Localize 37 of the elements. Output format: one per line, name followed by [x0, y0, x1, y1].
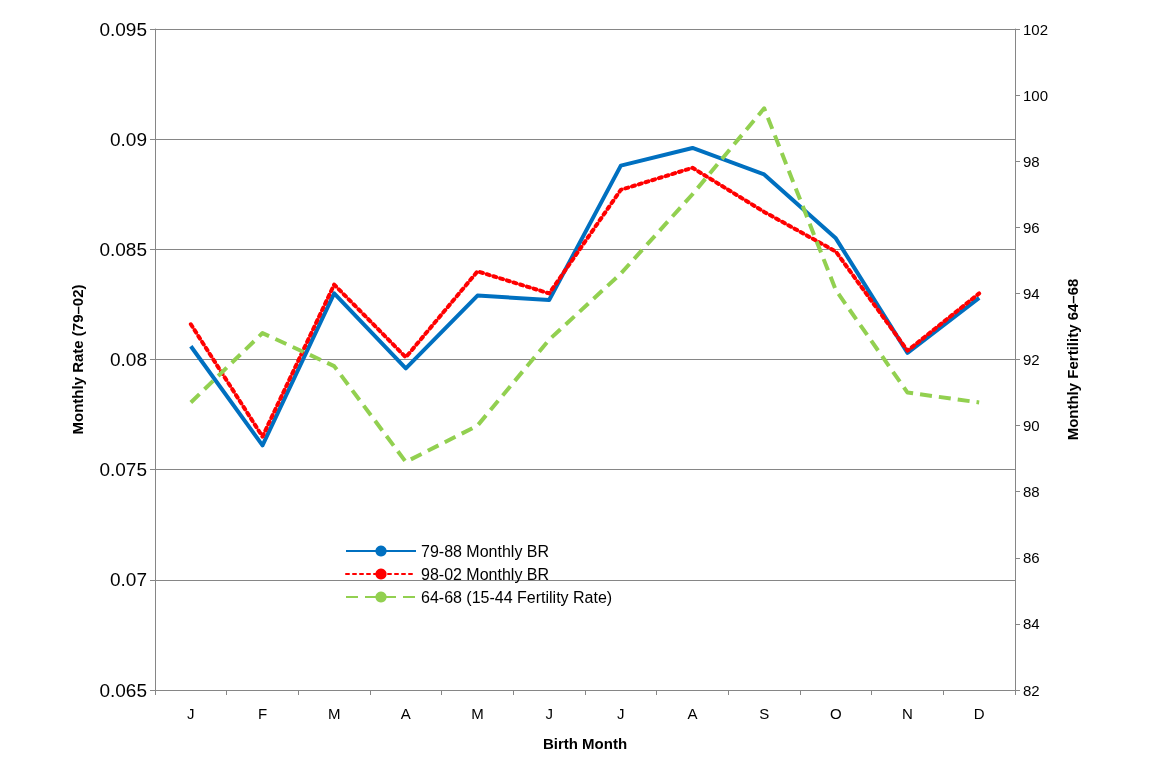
legend-label: 98-02 Monthly BR: [421, 565, 550, 583]
y2-tick-label: 98: [1023, 152, 1040, 170]
x-tick-label: M: [327, 705, 341, 722]
y-tick-label: 0.095: [99, 18, 147, 40]
y2-tick-label: 86: [1023, 549, 1040, 567]
y-tick-label: 0.09: [110, 128, 147, 150]
x-tick-label: M: [471, 705, 484, 722]
y2-tick-label: 90: [1023, 417, 1040, 435]
y-tick-label: 0.07: [110, 569, 147, 591]
y2-tick-label: 84: [1023, 615, 1040, 633]
y2-tick-label: 92: [1023, 351, 1040, 368]
x-tick-label: J: [617, 705, 625, 722]
x-tick-label: N: [902, 705, 913, 722]
y-axis-title: Monthly Rate (79–02): [69, 284, 86, 435]
legend-label: 64-68 (15-44 Fertility Rate): [421, 588, 613, 606]
x-tick-label: A: [400, 705, 411, 722]
y2-tick-label: 100: [1023, 86, 1049, 104]
line-series: [188, 106, 982, 464]
y-tick-label: 0.065: [99, 679, 147, 701]
x-tick-label: F: [257, 705, 268, 722]
x-tick-label: S: [759, 705, 770, 722]
x-tick-label: J: [187, 705, 195, 722]
y2-tick-label: 94: [1023, 284, 1040, 302]
y2-axis-title: Monthly Fertility 64–68: [1064, 278, 1081, 441]
y2-tick-label: 88: [1023, 483, 1040, 501]
y-tick-label: 0.08: [110, 349, 147, 370]
x-axis-title: Birth Month: [542, 735, 628, 752]
y-tick-label: 0.085: [99, 238, 147, 260]
x-tick-label: J: [545, 705, 553, 722]
x-tick-label: D: [973, 705, 985, 722]
x-tick-label: A: [687, 705, 698, 722]
y2-tick-label: 102: [1023, 20, 1049, 38]
y2-tick-label: 82: [1023, 681, 1040, 699]
y-tick-label: 0.075: [99, 459, 147, 481]
x-tick-label: O: [830, 705, 842, 722]
legend-label: 79-88 Monthly BR: [421, 542, 550, 560]
y2-tick-label: 96: [1023, 218, 1040, 236]
